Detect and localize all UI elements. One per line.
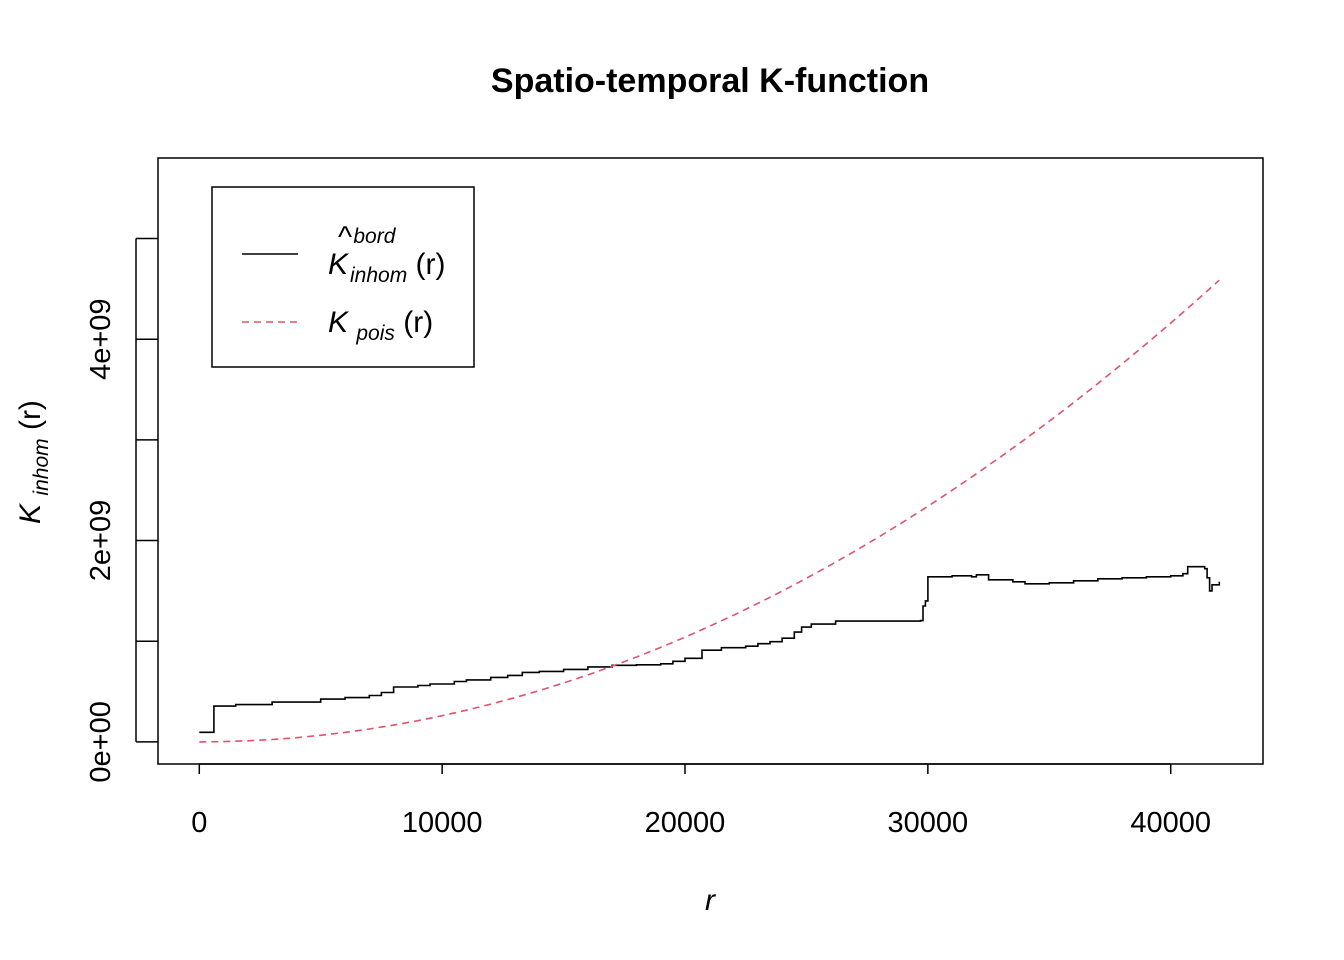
legend: ^ K bord inhom (r) K pois (r): [211, 186, 475, 368]
series-line-kborder: [199, 565, 1221, 734]
x-tick-label: 20000: [645, 807, 726, 839]
legend-kborder-arg: (r): [416, 248, 446, 281]
x-axis-label: r: [705, 884, 716, 917]
x-axis: 0 10000 20000 30000 40000: [191, 763, 1211, 839]
legend-kborder-sub: inhom: [350, 264, 407, 287]
legend-hat-mark: ^: [338, 221, 352, 254]
y-axis-label: K inhom (r): [14, 400, 55, 524]
y-axis: 0e+00 2e+09 4e+09: [85, 237, 158, 783]
x-tick-label: 40000: [1130, 807, 1211, 839]
y-tick-label: 2e+09: [85, 500, 117, 581]
legend-kborder-main: K: [328, 248, 350, 281]
y-axis-label-main: K: [14, 502, 47, 524]
series-layer: [199, 279, 1221, 743]
legend-label-kpois: K pois (r): [328, 306, 433, 347]
svg-text:K inhom (r): K inhom (r): [14, 400, 55, 524]
x-tick-label: 10000: [402, 807, 483, 839]
legend-kborder-sup: bord: [353, 225, 396, 248]
legend-kpois-sub: pois: [355, 322, 395, 345]
x-tick-label: 30000: [888, 807, 969, 839]
y-tick-label: 4e+09: [85, 298, 117, 379]
y-axis-label-sub: inhom: [30, 438, 53, 495]
y-axis-label-arg: (r): [14, 400, 47, 430]
y-tick-label: 0e+00: [85, 701, 117, 782]
legend-box: [211, 186, 475, 368]
chart-title: Spatio-temporal K-function: [491, 62, 929, 100]
legend-kpois-main: K: [328, 306, 350, 339]
x-tick-label: 0: [191, 807, 207, 839]
series-line-kpois: [199, 279, 1220, 743]
legend-kpois-arg: (r): [403, 306, 433, 339]
legend-label-kborder: K bord inhom (r): [328, 217, 446, 289]
